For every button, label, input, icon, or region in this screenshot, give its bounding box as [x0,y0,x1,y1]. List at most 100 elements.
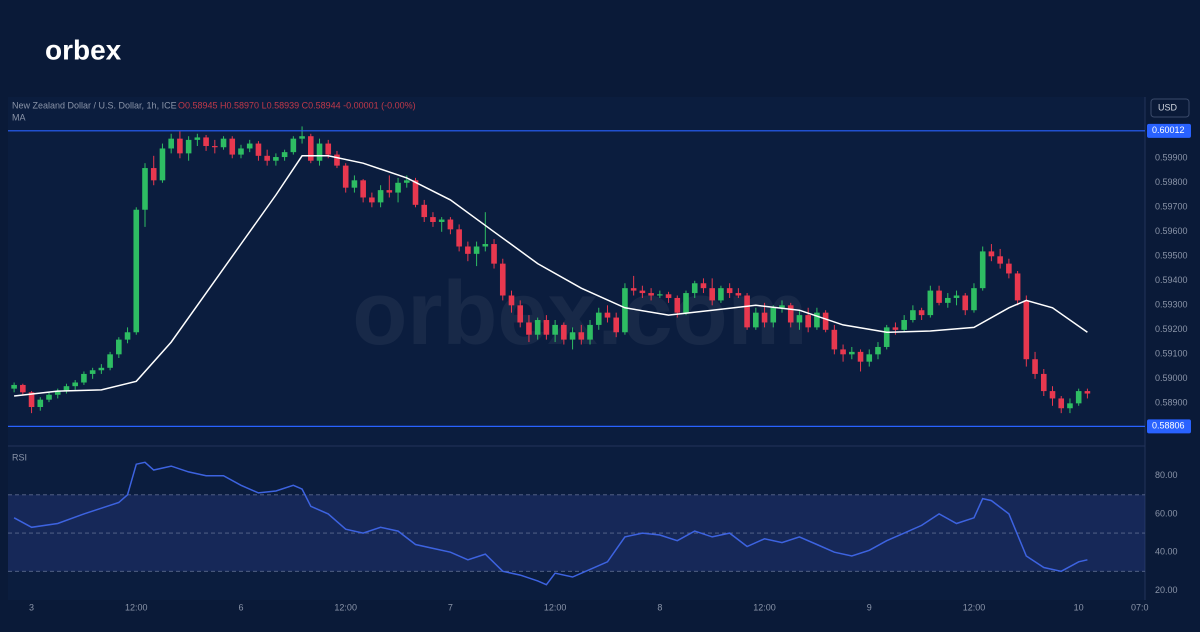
candle-body [543,320,550,335]
candle-body [37,399,44,408]
level-label: 0.58806 [1152,421,1185,431]
candle-body [403,180,410,183]
y-tick-label: 40.00 [1155,547,1178,557]
level-label-box [1147,419,1191,434]
candle-body [334,154,340,166]
candle-body [595,312,602,325]
candle-body [395,182,401,193]
x-tick-label: 07:0 [1131,602,1149,612]
y-tick-label: 0.58900 [1155,398,1188,408]
candle-body [185,139,192,154]
candle-body [979,251,986,289]
watermark: orbex.com [352,264,807,364]
candle-body [491,244,497,264]
candle-body [159,148,166,181]
candle-body [46,394,52,400]
candle-body [805,315,811,328]
candle-body [796,315,803,323]
candle-body [273,157,279,161]
candle-body [1075,391,1082,404]
candle-body [421,204,428,218]
candle-body [866,354,873,362]
x-tick-label: 12:00 [334,602,357,612]
candle-body [369,197,375,203]
candle-body [1058,398,1065,409]
chart-title: New Zealand Dollar / U.S. Dollar, 1h, IC… [12,100,177,110]
candle-body [1023,300,1030,360]
x-tick-label: 12:00 [544,602,567,612]
candle-body [683,293,689,313]
candle-body [604,312,611,318]
candle-body [307,136,314,161]
y-tick-label: 0.59200 [1155,324,1188,334]
x-tick-label: 12:00 [963,602,986,612]
candle-body [691,283,698,294]
y-tick-label: 0.59800 [1155,177,1188,187]
candle-body [892,327,899,330]
candle-body [657,294,663,296]
candle-body [386,190,393,193]
candle-body [377,190,384,203]
candle-body [142,168,148,210]
candle-body [622,288,628,333]
y-tick-label: 0.59000 [1155,373,1188,383]
candle-body [534,320,541,335]
candle-body [54,391,61,395]
candle-body [63,386,70,392]
candle-body [430,217,436,222]
candle-body [779,305,785,308]
ohlc-readout: O0.58945 H0.58970 L0.58939 C0.58944 -0.0… [178,100,416,110]
candle-body [1084,391,1091,394]
candle-body [1067,403,1073,409]
y-tick-label: 0.59500 [1155,251,1188,261]
candle-body [875,346,881,355]
candle-body [953,295,960,298]
candle-body [883,327,890,347]
candle-body [107,354,113,368]
candle-body [360,180,366,198]
currency-box[interactable] [1150,98,1190,118]
candle-body [81,373,87,383]
pane-title: RSI [12,452,27,462]
candle-body [665,294,672,298]
candle-body [203,137,209,147]
candle-body [124,332,131,340]
x-tick-label: 12:00 [753,602,776,612]
candle-body [133,209,140,333]
candle-body [1014,273,1021,301]
candle-body [499,263,506,296]
x-tick-label: 6 [238,602,243,612]
candle-body [1006,263,1012,274]
candle-body [936,290,942,303]
candle-body [264,155,270,161]
candle-body [316,143,323,161]
candle-body [238,148,244,155]
candle-body [281,152,288,158]
candle-body [962,295,969,311]
candle-body [342,165,349,188]
y-tick-label: 0.59900 [1155,153,1188,163]
candle-body [255,143,262,156]
candle-body [194,137,201,140]
candle-body [901,320,907,330]
candle-body [927,290,934,316]
candle-body [569,332,576,340]
candle-body [849,351,855,355]
candle-body [1040,373,1047,392]
candle-body [508,295,515,306]
candle-body [971,288,977,311]
candle-body [718,288,724,301]
candle-body [761,312,768,323]
candle-body [997,256,1003,264]
candle-body [648,293,654,296]
candle-body [168,138,174,149]
candle-body [910,310,916,321]
y-tick-label: 0.59600 [1155,226,1188,236]
candle-body [726,288,733,294]
candle-body [744,295,750,328]
candle-body [98,367,105,371]
y-tick-label: 0.59100 [1155,349,1188,359]
currency[interactable]: USD [1158,102,1178,112]
candle-body [1032,359,1038,374]
level-label: 0.60012 [1152,125,1185,135]
